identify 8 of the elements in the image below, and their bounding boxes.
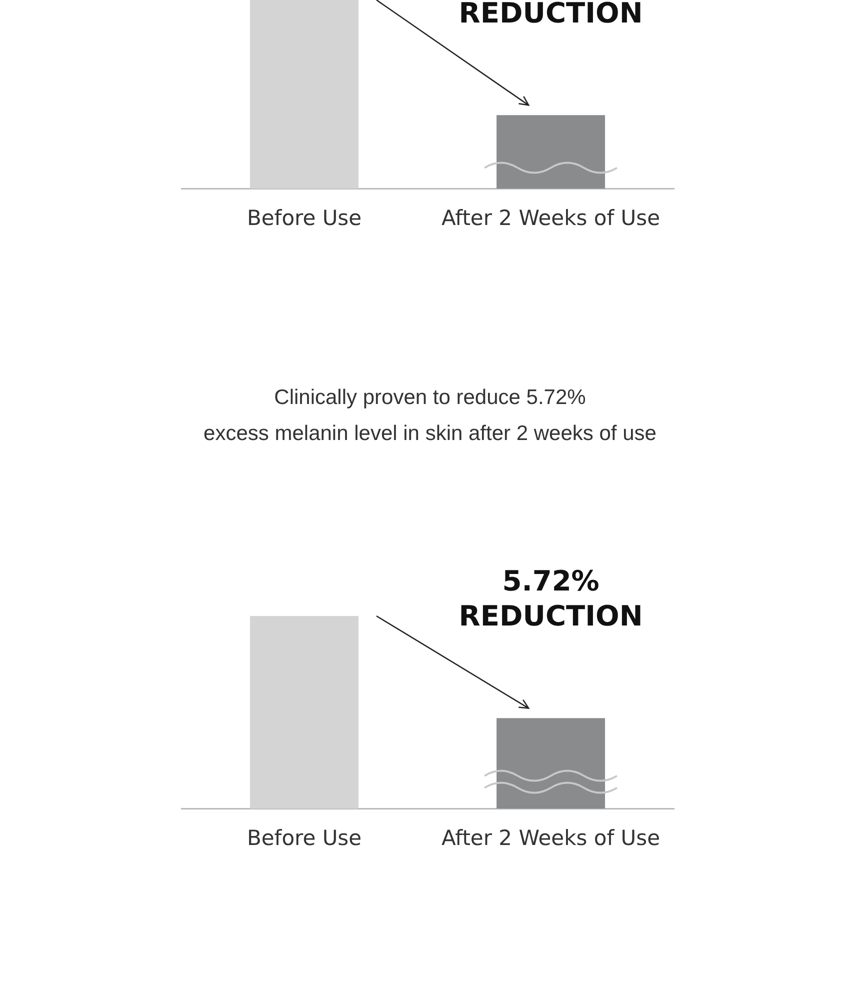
- x-tick-label: Before Use: [246, 826, 362, 850]
- text: 5.72%: [502, 564, 600, 598]
- annotation: REDUCTION: [458, 0, 643, 30]
- annotation: REDUCTION: [458, 599, 643, 632]
- chart-title: Clinically proven to reduce 5.72% excess melanin level in skin after 2 weeks of use: [202, 385, 658, 447]
- x-tick-label: After 2 Weeks of Use: [442, 206, 660, 230]
- x-tick-label: Before Use: [246, 206, 362, 230]
- x-tick-label: After 2 Weeks of Use: [442, 826, 660, 850]
